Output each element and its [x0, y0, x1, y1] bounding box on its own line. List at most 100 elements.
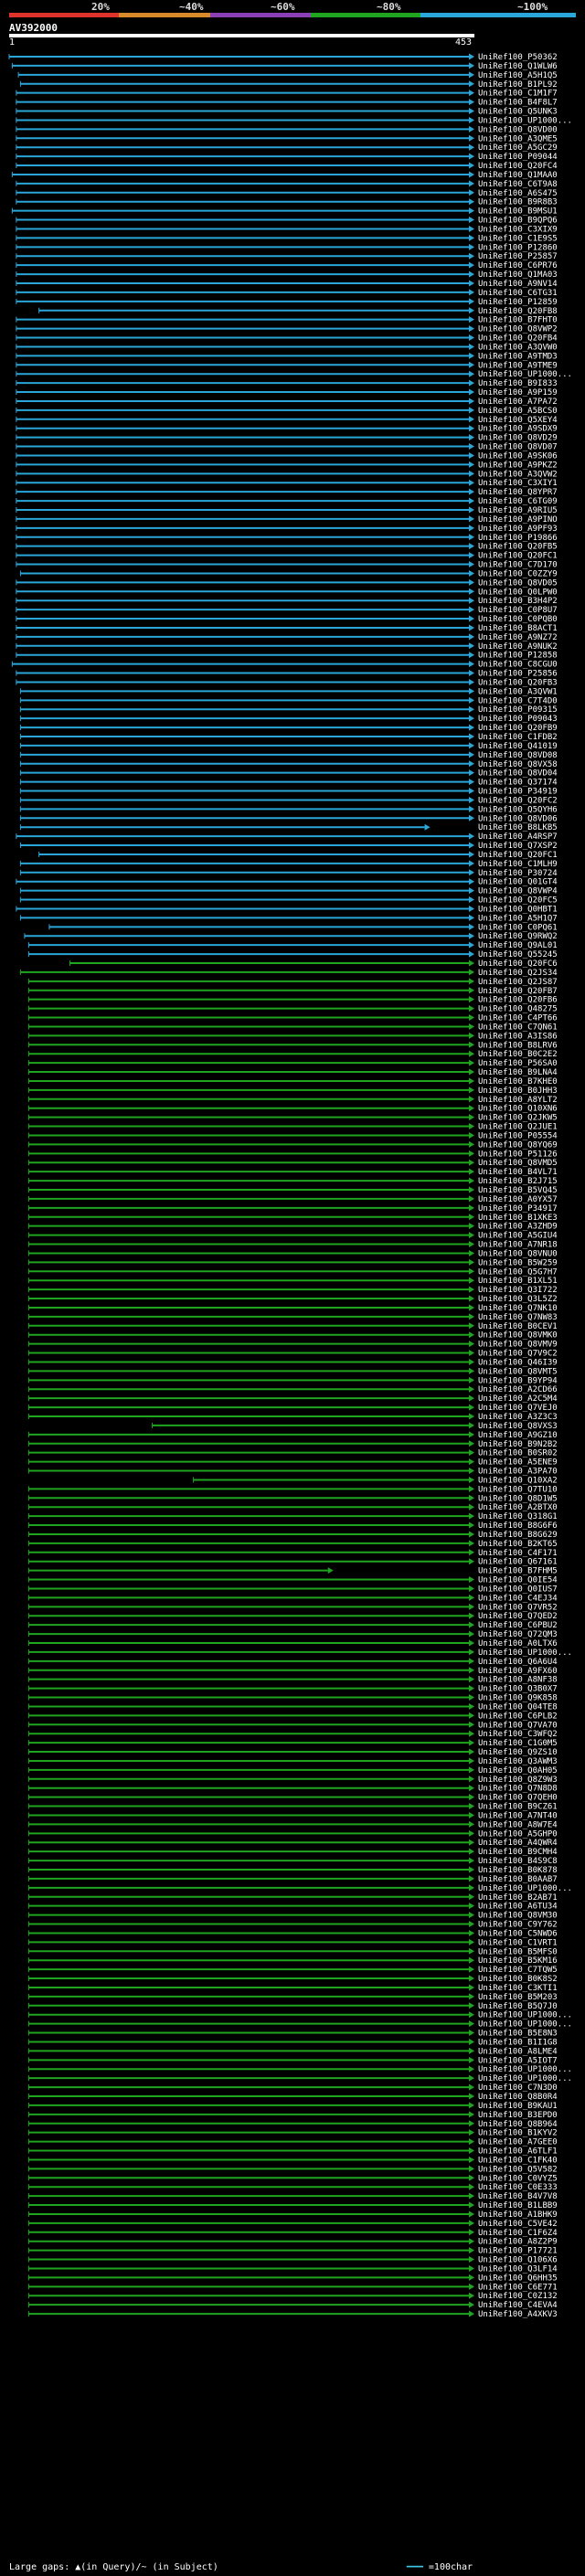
hit-label[interactable]: UniRef100_P09315	[478, 705, 558, 715]
hit-label[interactable]: UniRef100_A3PA70	[478, 1468, 558, 1477]
hit-label[interactable]: UniRef100_Q5QYH6	[478, 805, 558, 814]
hit-label[interactable]: UniRef100_C6PBU2	[478, 1621, 558, 1630]
hit-row[interactable]: UniRef100_C6E771	[27, 2283, 558, 2292]
hit-label[interactable]: UniRef100_B8ACT1	[478, 624, 558, 633]
hit-row[interactable]: UniRef100_B5Q7J0	[27, 2002, 558, 2011]
hit-label[interactable]: UniRef100_Q0IUS7	[478, 1585, 558, 1594]
hit-row[interactable]: UniRef100_B9MSU1	[11, 207, 558, 217]
hit-row[interactable]: UniRef100_B9R8B3	[16, 198, 558, 207]
hit-row[interactable]: UniRef100_C1E9S5	[16, 234, 558, 243]
hit-row[interactable]: UniRef100_A5GIU4	[27, 1232, 558, 1241]
hit-label[interactable]: UniRef100_Q0LPW0	[478, 588, 558, 597]
hit-label[interactable]: UniRef100_Q8B0R4	[478, 2093, 558, 2102]
hit-label[interactable]: UniRef100_Q8VD07	[478, 443, 558, 452]
hit-row[interactable]: UniRef100_B7KHE0	[27, 1077, 558, 1087]
hit-label[interactable]: UniRef100_Q1MAA0	[478, 171, 558, 180]
hit-label[interactable]: UniRef100_Q8B964	[478, 2120, 558, 2129]
hit-row[interactable]: UniRef100_B0AAB7	[27, 1875, 558, 1884]
hit-row[interactable]: UniRef100_UP1000...	[27, 2011, 572, 2020]
hit-row[interactable]: UniRef100_Q7VA70	[27, 1721, 558, 1730]
hit-row[interactable]: UniRef100_C1FDB2	[19, 733, 558, 742]
hit-label[interactable]: UniRef100_B9MSU1	[478, 207, 558, 217]
hit-label[interactable]: UniRef100_A3QME5	[478, 134, 558, 143]
hit-row[interactable]: UniRef100_B8LRV6	[27, 1041, 558, 1050]
hit-row[interactable]: UniRef100_B3H4P2	[16, 597, 558, 606]
hit-row[interactable]: UniRef100_C6TG31	[16, 289, 558, 298]
hit-label[interactable]: UniRef100_A4QWR4	[478, 1839, 558, 1848]
hit-row[interactable]: UniRef100_P56SA0	[27, 1059, 558, 1068]
hit-row[interactable]: UniRef100_A5H1Q5	[17, 71, 558, 80]
hit-label[interactable]: UniRef100_A3QVW1	[478, 687, 558, 696]
hit-row[interactable]: UniRef100_A5BCS0	[16, 407, 558, 416]
hit-row[interactable]: UniRef100_A9SK06	[16, 451, 558, 461]
hit-row[interactable]: UniRef100_P34917	[27, 1204, 558, 1214]
hit-row[interactable]: UniRef100_Q20FC4	[16, 162, 558, 171]
hit-row[interactable]: UniRef100_A5IOT7	[27, 2056, 558, 2065]
hit-row[interactable]: UniRef100_A9TME9	[16, 361, 558, 370]
hit-row[interactable]: UniRef100_C3XIY1	[16, 479, 558, 488]
hit-row[interactable]: UniRef100_P17721	[27, 2247, 558, 2256]
hit-label[interactable]: UniRef100_Q3I722	[478, 1286, 558, 1295]
hit-label[interactable]: UniRef100_A9GZ10	[478, 1431, 558, 1440]
hit-row[interactable]: UniRef100_P09315	[19, 705, 558, 715]
hit-label[interactable]: UniRef100_B9CZ61	[478, 1803, 558, 1812]
hit-label[interactable]: UniRef100_P09044	[478, 153, 558, 162]
hit-label[interactable]: UniRef100_Q20FB9	[478, 724, 558, 733]
hit-row[interactable]: UniRef100_B0SR02	[27, 1449, 558, 1458]
hit-label[interactable]: UniRef100_B4F8L7	[478, 99, 558, 108]
hit-label[interactable]: UniRef100_A9SK06	[478, 451, 558, 461]
hit-label[interactable]: UniRef100_C0P8U7	[478, 606, 558, 615]
hit-row[interactable]: UniRef100_A0LTX6	[27, 1639, 558, 1648]
hit-label[interactable]: UniRef100_B9R8B3	[478, 198, 558, 207]
hit-row[interactable]: UniRef100_A8W7E4	[27, 1820, 558, 1829]
hit-label[interactable]: UniRef100_A9SDX9	[478, 425, 558, 434]
hit-label[interactable]: UniRef100_Q20FC1	[478, 851, 558, 860]
hit-label[interactable]: UniRef100_A3IS86	[478, 1032, 558, 1041]
hit-label[interactable]: UniRef100_P09043	[478, 715, 558, 724]
hit-row[interactable]: UniRef100_Q67161	[27, 1558, 558, 1567]
hit-label[interactable]: UniRef100_A8LME4	[478, 2047, 558, 2056]
hit-label[interactable]: UniRef100_Q6HH35	[478, 2274, 558, 2283]
hit-row[interactable]: UniRef100_Q8VMD5	[27, 1159, 558, 1168]
hit-row[interactable]: UniRef100_A9P159	[16, 388, 558, 398]
hit-row[interactable]: UniRef100_Q5UNK3	[16, 108, 558, 117]
hit-label[interactable]: UniRef100_Q8VWP4	[478, 887, 558, 896]
hit-row[interactable]: UniRef100_C6PBU2	[27, 1621, 558, 1630]
hit-label[interactable]: UniRef100_A3Z3C3	[478, 1413, 558, 1422]
hit-label[interactable]: UniRef100_UP1000...	[478, 2011, 572, 2020]
hit-label[interactable]: UniRef100_C0Z132	[478, 2292, 558, 2301]
hit-row[interactable]: UniRef100_Q8VM30	[27, 1912, 558, 1921]
hit-row[interactable]: UniRef100_A3IS86	[27, 1032, 558, 1041]
hit-row[interactable]: UniRef100_Q20FC6	[69, 959, 558, 969]
hit-label[interactable]: UniRef100_Q7NW83	[478, 1313, 558, 1322]
hit-label[interactable]: UniRef100_B2J715	[478, 1177, 558, 1186]
hit-row[interactable]: UniRef100_Q8YPR7	[16, 488, 558, 497]
hit-label[interactable]: UniRef100_C1FK40	[478, 2156, 558, 2165]
hit-row[interactable]: UniRef100_A9PINO	[16, 515, 558, 525]
hit-row[interactable]: UniRef100_Q20FB5	[16, 543, 558, 552]
hit-row[interactable]: UniRef100_P50362	[8, 53, 558, 62]
hit-row[interactable]: UniRef100_C1FK40	[27, 2156, 558, 2165]
hit-row[interactable]: UniRef100_C0Z132	[27, 2292, 558, 2301]
hit-label[interactable]: UniRef100_Q01GT4	[478, 878, 558, 887]
hit-row[interactable]: UniRef100_A2CD66	[27, 1385, 558, 1394]
hit-row[interactable]: UniRef100_Q7NK10	[27, 1304, 558, 1313]
hit-label[interactable]: UniRef100_Q8VMV9	[478, 1341, 558, 1350]
hit-row[interactable]: UniRef100_Q8VD06	[19, 814, 558, 823]
hit-label[interactable]: UniRef100_C6PR76	[478, 261, 558, 270]
hit-row[interactable]: UniRef100_A7NT40	[27, 1811, 558, 1820]
hit-row[interactable]: UniRef100_Q7XSP2	[19, 842, 558, 851]
hit-label[interactable]: UniRef100_B5E8N3	[478, 2030, 558, 2039]
hit-label[interactable]: UniRef100_B5MFS0	[478, 1947, 558, 1956]
hit-label[interactable]: UniRef100_A9FX60	[478, 1667, 558, 1676]
hit-row[interactable]: UniRef100_Q8VNU0	[27, 1249, 558, 1258]
hit-row[interactable]: UniRef100_Q1MA03	[16, 270, 558, 280]
hit-row[interactable]: UniRef100_C4EVA4	[27, 2301, 558, 2310]
hit-row[interactable]: UniRef100_C7D170	[16, 561, 558, 570]
hit-row[interactable]: UniRef100_C4EJ34	[27, 1594, 558, 1603]
hit-label[interactable]: UniRef100_Q8VX58	[478, 760, 558, 769]
hit-label[interactable]: UniRef100_C1FDB2	[478, 733, 558, 742]
hit-label[interactable]: UniRef100_A5BCS0	[478, 407, 558, 416]
hit-label[interactable]: UniRef100_C1MLH9	[478, 860, 558, 869]
hit-label[interactable]: UniRef100_P30724	[478, 869, 558, 878]
